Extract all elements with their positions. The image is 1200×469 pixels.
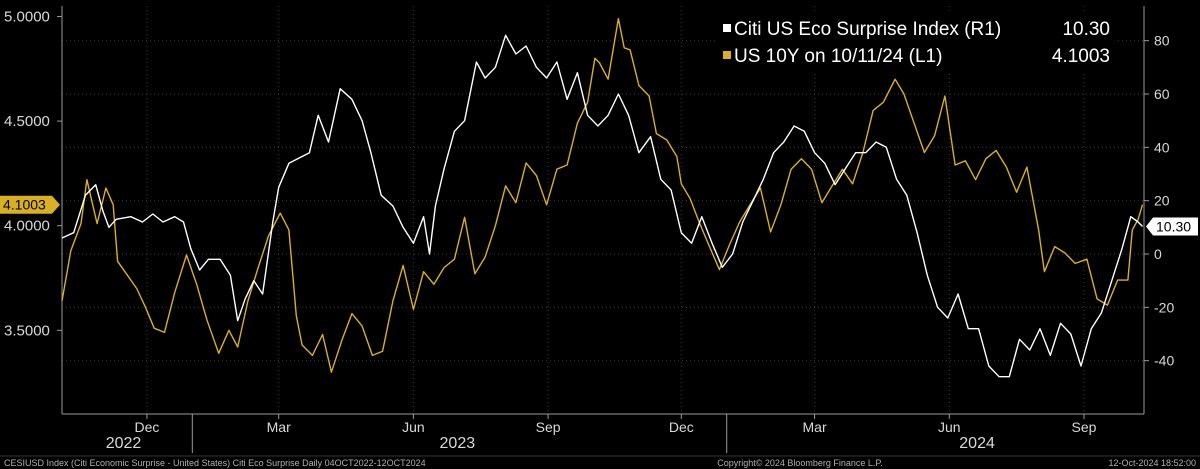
x-year-label: 2023 (440, 435, 476, 452)
left-tick-label: 4.0000 (4, 218, 50, 235)
series-line-us10y (61, 17, 1144, 373)
legend-swatch-eco-surprise (723, 24, 731, 32)
right-y-axis: -40 -20 0 20 40 60 80 (1143, 6, 1174, 414)
legend-label-eco-surprise: Citi US Eco Surprise Index (R1) (734, 19, 1001, 40)
right-tick-label: 0 (1154, 246, 1162, 262)
x-tick-label: Sep (536, 419, 561, 435)
footer-timestamp: 12-Oct-2024 18:52:00 (1108, 458, 1196, 468)
legend-swatch-us10y (723, 51, 731, 59)
x-year-label: 2022 (106, 435, 142, 452)
right-tick-label: -20 (1154, 299, 1174, 315)
footer-copyright: Copyright© 2024 Bloomberg Finance L.P. (717, 458, 883, 468)
left-tick-label: 5.0000 (4, 8, 50, 25)
x-year-label: 2024 (959, 435, 995, 452)
badge-label-us10y: 4.1003 (3, 197, 46, 213)
badge-label-eco-surprise: 10.30 (1156, 219, 1191, 235)
right-tick-label: 60 (1154, 86, 1170, 102)
x-axis: Dec Mar Jun Sep Dec Mar Jun Sep 2022 2023 2024 (62, 413, 1144, 453)
right-tick-label: -40 (1154, 353, 1174, 369)
x-tick-label: Dec (669, 419, 694, 435)
legend-label-us10y: US 10Y on 10/11/24 (L1) (734, 46, 942, 67)
left-y-axis: 3.5000 4.0000 4.5000 5.0000 (4, 6, 63, 414)
badge-us10y (0, 195, 60, 214)
right-tick-label: 20 (1154, 193, 1170, 209)
legend-box (718, 13, 1116, 73)
x-tick-label: Sep (1072, 419, 1097, 435)
badge-eco-surprise (1146, 217, 1198, 236)
right-tick-label: 40 (1154, 139, 1170, 155)
footer-source: CESIUSD Index (Citi Economic Surprise - … (4, 458, 426, 468)
left-tick-label: 3.5000 (4, 322, 50, 339)
last-value-badges: 4.1003 10.30 (0, 195, 1198, 236)
x-tick-label: Jun (938, 419, 961, 435)
legend-value-us10y: 4.1003 (1052, 46, 1110, 67)
x-tick-label: Mar (803, 419, 827, 435)
x-tick-label: Dec (134, 419, 159, 435)
left-tick-label: 4.5000 (4, 113, 50, 130)
x-tick-label: Mar (267, 419, 291, 435)
x-tick-label: Jun (402, 419, 425, 435)
gridlines (62, 6, 1144, 414)
legend-value-eco-surprise: 10.30 (1062, 19, 1110, 40)
right-tick-label: 80 (1154, 33, 1170, 49)
series-lines (61, 17, 1144, 378)
series-line-eco-surprise (61, 34, 1144, 378)
legend: Citi US Eco Surprise Index (R1) 10.30 US… (718, 13, 1116, 73)
